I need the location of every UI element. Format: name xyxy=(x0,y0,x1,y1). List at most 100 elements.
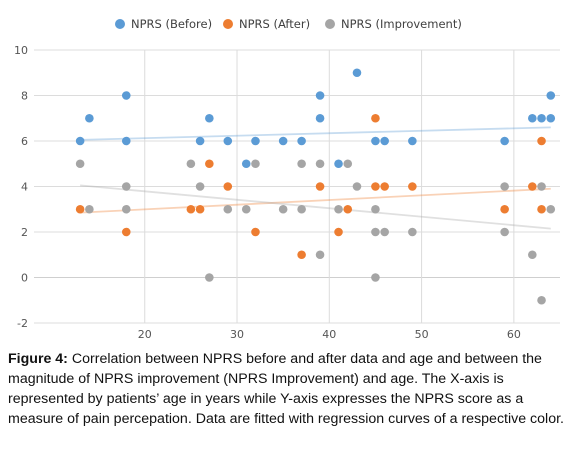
data-point xyxy=(546,91,556,100)
trendlines xyxy=(80,126,551,230)
data-point xyxy=(500,182,509,191)
trendline xyxy=(80,187,551,214)
y-tick-label: -2 xyxy=(17,317,28,330)
data-point xyxy=(315,113,325,123)
data-point xyxy=(278,136,288,146)
data-point xyxy=(121,182,131,191)
data-point xyxy=(85,113,94,123)
data-point xyxy=(408,136,417,146)
legend-marker xyxy=(115,19,125,29)
data-point xyxy=(334,204,343,214)
y-tick-label: 2 xyxy=(21,226,28,239)
data-point xyxy=(121,227,131,237)
data-point xyxy=(334,159,343,169)
data-point xyxy=(75,136,85,146)
tick-labels: -2 0 2 4 6 8 10 20 30 40 50 60 xyxy=(14,44,521,341)
data-point xyxy=(297,136,306,146)
data-point xyxy=(85,204,94,214)
data-point xyxy=(251,227,260,237)
y-tick-label: 4 xyxy=(21,181,28,194)
data-point xyxy=(297,250,306,260)
data-point xyxy=(343,159,353,169)
data-point xyxy=(408,182,417,191)
data-point xyxy=(121,204,131,214)
legend-label: NPRS (Before) xyxy=(131,17,212,31)
x-tick-label: 60 xyxy=(507,328,521,341)
caption-text: Correlation between NPRS before and afte… xyxy=(8,351,564,427)
data-point xyxy=(223,136,233,146)
legend-marker xyxy=(223,19,233,29)
y-tick-label: 6 xyxy=(21,135,28,148)
data-point xyxy=(334,227,343,237)
data-point xyxy=(537,204,546,214)
grid xyxy=(34,49,560,324)
data-point xyxy=(195,204,205,214)
data-point xyxy=(75,204,85,214)
data-point xyxy=(371,136,380,146)
data-point xyxy=(278,204,288,214)
data-point xyxy=(251,136,260,146)
data-point xyxy=(500,204,509,214)
data-point xyxy=(528,113,537,123)
data-point xyxy=(297,159,306,169)
data-point xyxy=(223,204,233,214)
data-point xyxy=(528,182,537,191)
data-point xyxy=(186,204,196,214)
legend-marker xyxy=(325,19,335,29)
caption-label: Figure 4: xyxy=(8,351,68,367)
data-point xyxy=(380,227,389,237)
y-tick-label: 0 xyxy=(21,272,28,285)
data-point xyxy=(205,113,214,123)
trendline xyxy=(80,184,551,230)
data-point xyxy=(315,159,325,169)
y-tick-label: 8 xyxy=(21,90,28,103)
data-point xyxy=(371,227,380,237)
data-point xyxy=(352,182,362,191)
data-point xyxy=(537,136,546,146)
data-point xyxy=(380,136,389,146)
legend-label: NPRS (After) xyxy=(239,17,310,31)
data-point xyxy=(371,113,380,123)
data-point xyxy=(500,136,509,146)
data-point xyxy=(537,182,546,191)
data-point xyxy=(408,227,417,237)
x-tick-label: 50 xyxy=(415,328,429,341)
data-point xyxy=(121,91,131,100)
data-point xyxy=(546,204,556,214)
data-point xyxy=(371,273,380,282)
data-point xyxy=(205,273,214,282)
x-tick-label: 30 xyxy=(230,328,244,341)
data-point xyxy=(121,136,131,146)
legend-label: NPRS (Improvement) xyxy=(341,17,462,31)
data-point xyxy=(251,159,260,169)
data-point xyxy=(537,295,546,305)
data-point xyxy=(297,204,306,214)
scatter-chart: NPRS (Before) NPRS (After) NPRS (Improveme… xyxy=(14,17,560,341)
data-point xyxy=(528,250,537,260)
data-point xyxy=(75,159,85,169)
data-point xyxy=(371,204,380,214)
data-point xyxy=(380,182,389,191)
data-point xyxy=(241,204,251,214)
data-point xyxy=(315,182,325,191)
data-points xyxy=(75,68,556,305)
figure-caption: Figure 4: Correlation between NPRS befor… xyxy=(8,349,568,429)
x-tick-label: 20 xyxy=(138,328,152,341)
data-point xyxy=(546,113,556,123)
data-point xyxy=(315,91,325,100)
data-point xyxy=(223,182,233,191)
data-point xyxy=(371,182,380,191)
y-tick-label: 10 xyxy=(14,44,28,57)
x-tick-label: 40 xyxy=(322,328,336,341)
data-point xyxy=(195,136,205,146)
trendline xyxy=(80,126,551,141)
data-point xyxy=(500,227,509,237)
data-point xyxy=(352,68,362,78)
data-point xyxy=(205,159,214,169)
data-point xyxy=(315,250,325,260)
data-point xyxy=(537,113,546,123)
legend: NPRS (Before) NPRS (After) NPRS (Improveme… xyxy=(115,17,462,31)
data-point xyxy=(186,159,196,169)
data-point xyxy=(343,204,353,214)
